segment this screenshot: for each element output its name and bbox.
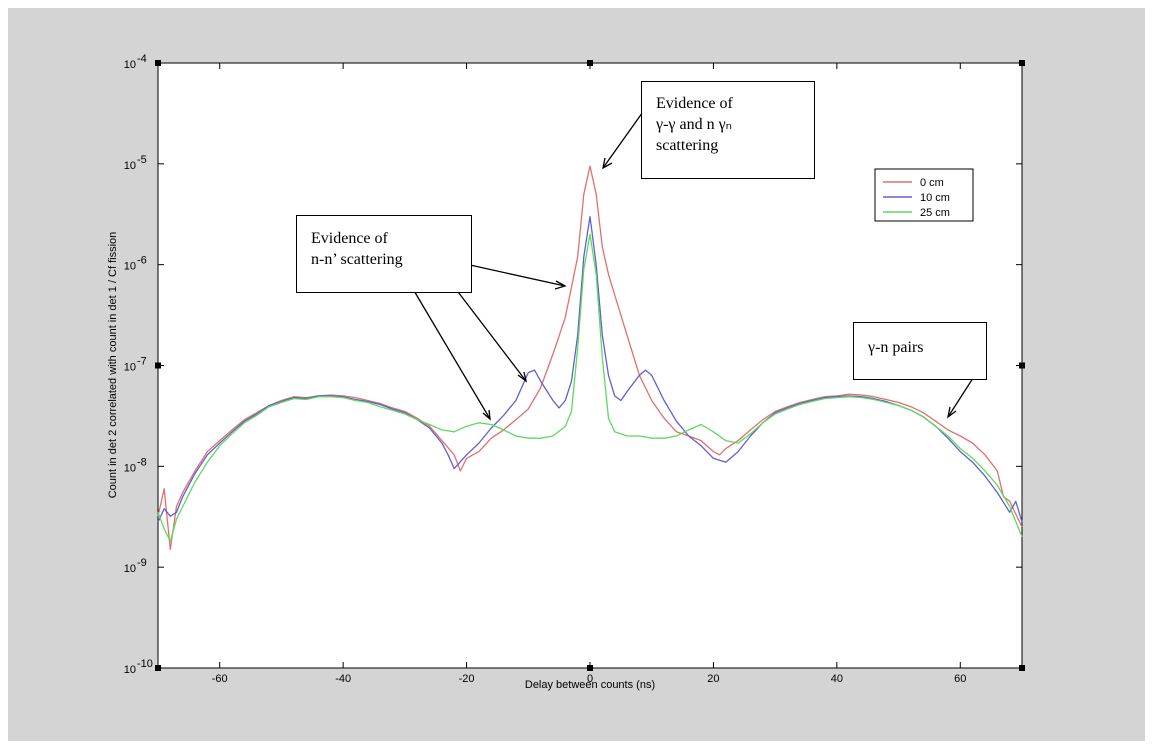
legend: 0 cm 10 cm 25 cm: [874, 168, 974, 222]
y-tick-base: 10: [124, 563, 136, 575]
x-tick-labels: -60 -40 -20 0 20 40 60: [212, 673, 967, 685]
axis-marker: [155, 362, 161, 369]
annotation-n-n-scattering: Evidence of n-n’ scattering: [296, 215, 472, 293]
y-axis-title: Count in det 2 correlated with count in …: [107, 232, 119, 499]
y-tick-base: 10: [124, 261, 136, 273]
axis-marker: [1019, 665, 1025, 671]
series-line-0: [157, 165, 1023, 551]
y-tick-label: 10 -10: [124, 658, 153, 676]
annotation-line: γ-n pairs: [868, 339, 924, 356]
series-line-2: [157, 233, 1023, 543]
legend-label-0: 0 cm: [920, 177, 944, 189]
y-tick-base: 10: [124, 59, 136, 71]
x-tick-label: 60: [954, 673, 966, 685]
series-line-1: [157, 215, 1023, 523]
y-tick-exponent: -8: [137, 456, 147, 468]
y-tick-exponent: -4: [137, 53, 147, 65]
legend-label-2: 25 cm: [920, 207, 950, 219]
y-tick-exponent: -7: [137, 356, 147, 368]
y-tick-exponent: -9: [137, 557, 147, 569]
y-tick-exponent: -10: [137, 658, 153, 670]
annotation-line: γ-γ and n γₙ: [656, 116, 733, 133]
y-tick-exponent: -6: [137, 255, 147, 267]
y-tick-label: 10 -8: [124, 456, 147, 474]
tick-layer: [155, 60, 1025, 671]
y-tick-exponent: -5: [137, 154, 147, 166]
axis-marker: [155, 665, 161, 671]
axis-marker: [155, 60, 161, 66]
arrowhead-nn-right: [517, 371, 528, 383]
arrowhead-peak: [602, 157, 613, 170]
arrowhead-nn-left: [482, 409, 491, 421]
arrowhead-shoulder: [554, 280, 567, 290]
y-tick-base: 10: [124, 160, 136, 172]
arrow-line-peak: [602, 108, 646, 169]
x-tick-label: -40: [335, 673, 351, 685]
arrow-line-nn-left: [409, 283, 491, 420]
y-tick-label: 10 -9: [124, 557, 147, 575]
y-tick-base: 10: [124, 664, 136, 676]
y-tick-label: 10 -6: [124, 255, 147, 273]
axis-marker: [1019, 60, 1025, 66]
arrow-line-gn: [947, 374, 976, 418]
y-tick-label: 10 -7: [124, 356, 147, 374]
annotation-line: n-n’ scattering: [311, 251, 403, 268]
x-tick-label: -60: [212, 673, 228, 685]
arrowhead-gn: [947, 406, 957, 419]
annotation-gamma-n-pairs: γ-n pairs: [853, 322, 987, 380]
x-tick-label: 20: [707, 673, 719, 685]
y-tick-base: 10: [124, 462, 136, 474]
axis-marker: [587, 60, 593, 66]
arrow-line-nn-right: [451, 283, 527, 382]
x-tick-label: 0: [587, 673, 593, 685]
y-tick-label: 10 -5: [124, 154, 147, 172]
series-layer: [157, 165, 1023, 551]
y-tick-base: 10: [124, 362, 136, 374]
annotation-gamma-gamma: Evidence of γ-γ and n γₙ scattering: [641, 81, 815, 179]
annotation-line: Evidence of: [311, 230, 388, 247]
x-tick-label: 40: [831, 673, 843, 685]
annotation-arrows: [409, 108, 976, 421]
legend-label-1: 10 cm: [920, 192, 950, 204]
annotation-line: scattering: [656, 137, 719, 154]
x-axis-title: Delay between counts (ns): [525, 679, 655, 691]
axis-marker: [587, 665, 593, 671]
axis-marker: [1019, 362, 1025, 369]
annotation-line: Evidence of: [656, 95, 733, 112]
x-tick-label: -20: [459, 673, 475, 685]
y-tick-label: 10 -4: [124, 53, 147, 71]
arrow-line-shoulder: [469, 264, 566, 287]
